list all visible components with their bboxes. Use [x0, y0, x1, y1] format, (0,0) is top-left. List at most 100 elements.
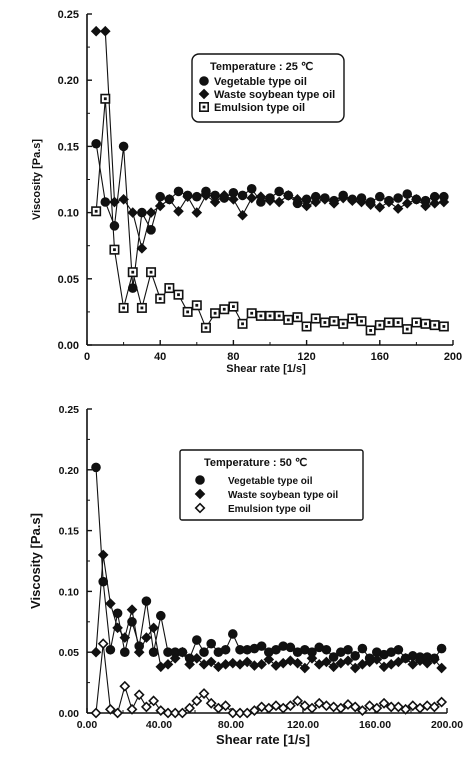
data-point [119, 632, 131, 643]
data-point [91, 462, 101, 473]
data-point [118, 194, 129, 205]
data-point [402, 189, 413, 199]
legend-marker [194, 502, 206, 514]
data-point-center [396, 321, 400, 324]
data-point [90, 25, 102, 37]
data-point [126, 604, 138, 615]
data-point [227, 707, 239, 719]
data-point-center [387, 321, 391, 324]
data-point [429, 654, 440, 665]
x-axis-label: Shear rate [1/s] [226, 363, 306, 375]
series-waste-soybean-type-oil [90, 25, 450, 254]
data-point-center [314, 317, 318, 320]
data-point [199, 647, 209, 658]
x-tick-label: 80.00 [218, 719, 244, 731]
y-axis-label: Viscosity [Pa.s] [31, 139, 43, 220]
x-axis-label: Shear rate [1/s] [216, 732, 310, 747]
legend: Temperature : 50 ℃ Vegetable type oil Wast… [179, 449, 364, 521]
legend-marker [199, 76, 209, 86]
data-point [383, 196, 395, 208]
data-point [411, 194, 422, 205]
data-point [349, 701, 361, 713]
data-point [342, 655, 354, 667]
data-point [350, 651, 361, 661]
data-point-center [442, 325, 446, 328]
data-point-center [167, 286, 171, 290]
data-point [127, 207, 139, 218]
data-point-center [250, 311, 254, 315]
data-point [320, 700, 332, 712]
data-point [255, 191, 267, 203]
data-point [246, 192, 258, 204]
data-point-center [360, 319, 363, 323]
data-point [393, 644, 404, 655]
data-point [137, 207, 147, 218]
data-point-center [113, 248, 116, 252]
data-point [141, 596, 152, 606]
data-point [273, 196, 285, 208]
data-point [105, 644, 116, 655]
data-point [148, 695, 160, 707]
data-point-center [305, 325, 308, 328]
data-point [141, 632, 152, 643]
data-point-center [186, 310, 190, 314]
data-point [176, 707, 188, 719]
data-point [100, 197, 111, 207]
legend-marker [198, 88, 210, 100]
data-point [184, 702, 196, 714]
data-point [162, 707, 174, 719]
data-point-center [323, 321, 327, 324]
data-point [191, 652, 203, 664]
data-point [357, 643, 368, 654]
legend-entry-label: Vegetable type oil [228, 476, 313, 487]
y-tick-label: 0.05 [58, 274, 79, 286]
data-point-center [195, 303, 199, 307]
data-point [200, 190, 212, 201]
data-point-center [149, 270, 153, 274]
data-point [328, 652, 339, 662]
data-point [349, 662, 361, 674]
data-point [321, 656, 332, 668]
data-point [191, 695, 203, 707]
data-point [154, 200, 166, 212]
data-point [169, 652, 181, 664]
data-point [220, 700, 232, 712]
data-point [256, 659, 267, 670]
data-point [356, 196, 367, 208]
x-tick-label: 200.00 [431, 719, 463, 731]
data-point [284, 700, 296, 712]
data-point-center [94, 209, 98, 213]
y-tick-label: 0.10 [58, 208, 79, 220]
data-point [347, 195, 358, 206]
data-point [218, 190, 230, 201]
data-point-center [378, 323, 382, 327]
data-point [428, 701, 440, 713]
data-point [237, 190, 248, 201]
data-point [228, 194, 239, 205]
data-point [136, 243, 148, 254]
data-point [374, 201, 386, 213]
series-vegetable-type-oil [91, 138, 449, 293]
data-point [90, 646, 102, 658]
data-point [292, 695, 304, 707]
y-tick-label: 0.20 [58, 75, 79, 87]
data-point-center [405, 327, 409, 331]
data-point [371, 702, 383, 714]
x-tick-label: 160.00 [359, 719, 391, 731]
data-point-center [158, 297, 162, 301]
data-point [205, 656, 217, 668]
data-point [429, 198, 441, 209]
data-point [209, 196, 221, 208]
data-point-center [350, 317, 354, 320]
data-point-center [424, 322, 427, 326]
data-point [299, 700, 311, 712]
legend-entry-label: Emulsion type oil [228, 504, 311, 515]
data-point [220, 644, 231, 655]
data-point [109, 221, 120, 231]
data-point [241, 656, 253, 668]
data-point [414, 655, 426, 667]
y-tick-label: 0.15 [58, 141, 79, 153]
data-point [400, 703, 412, 715]
series-emulsion-type-oil [91, 93, 449, 336]
